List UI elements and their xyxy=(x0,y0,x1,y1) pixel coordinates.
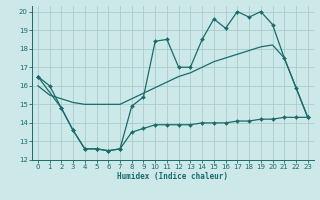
X-axis label: Humidex (Indice chaleur): Humidex (Indice chaleur) xyxy=(117,172,228,181)
